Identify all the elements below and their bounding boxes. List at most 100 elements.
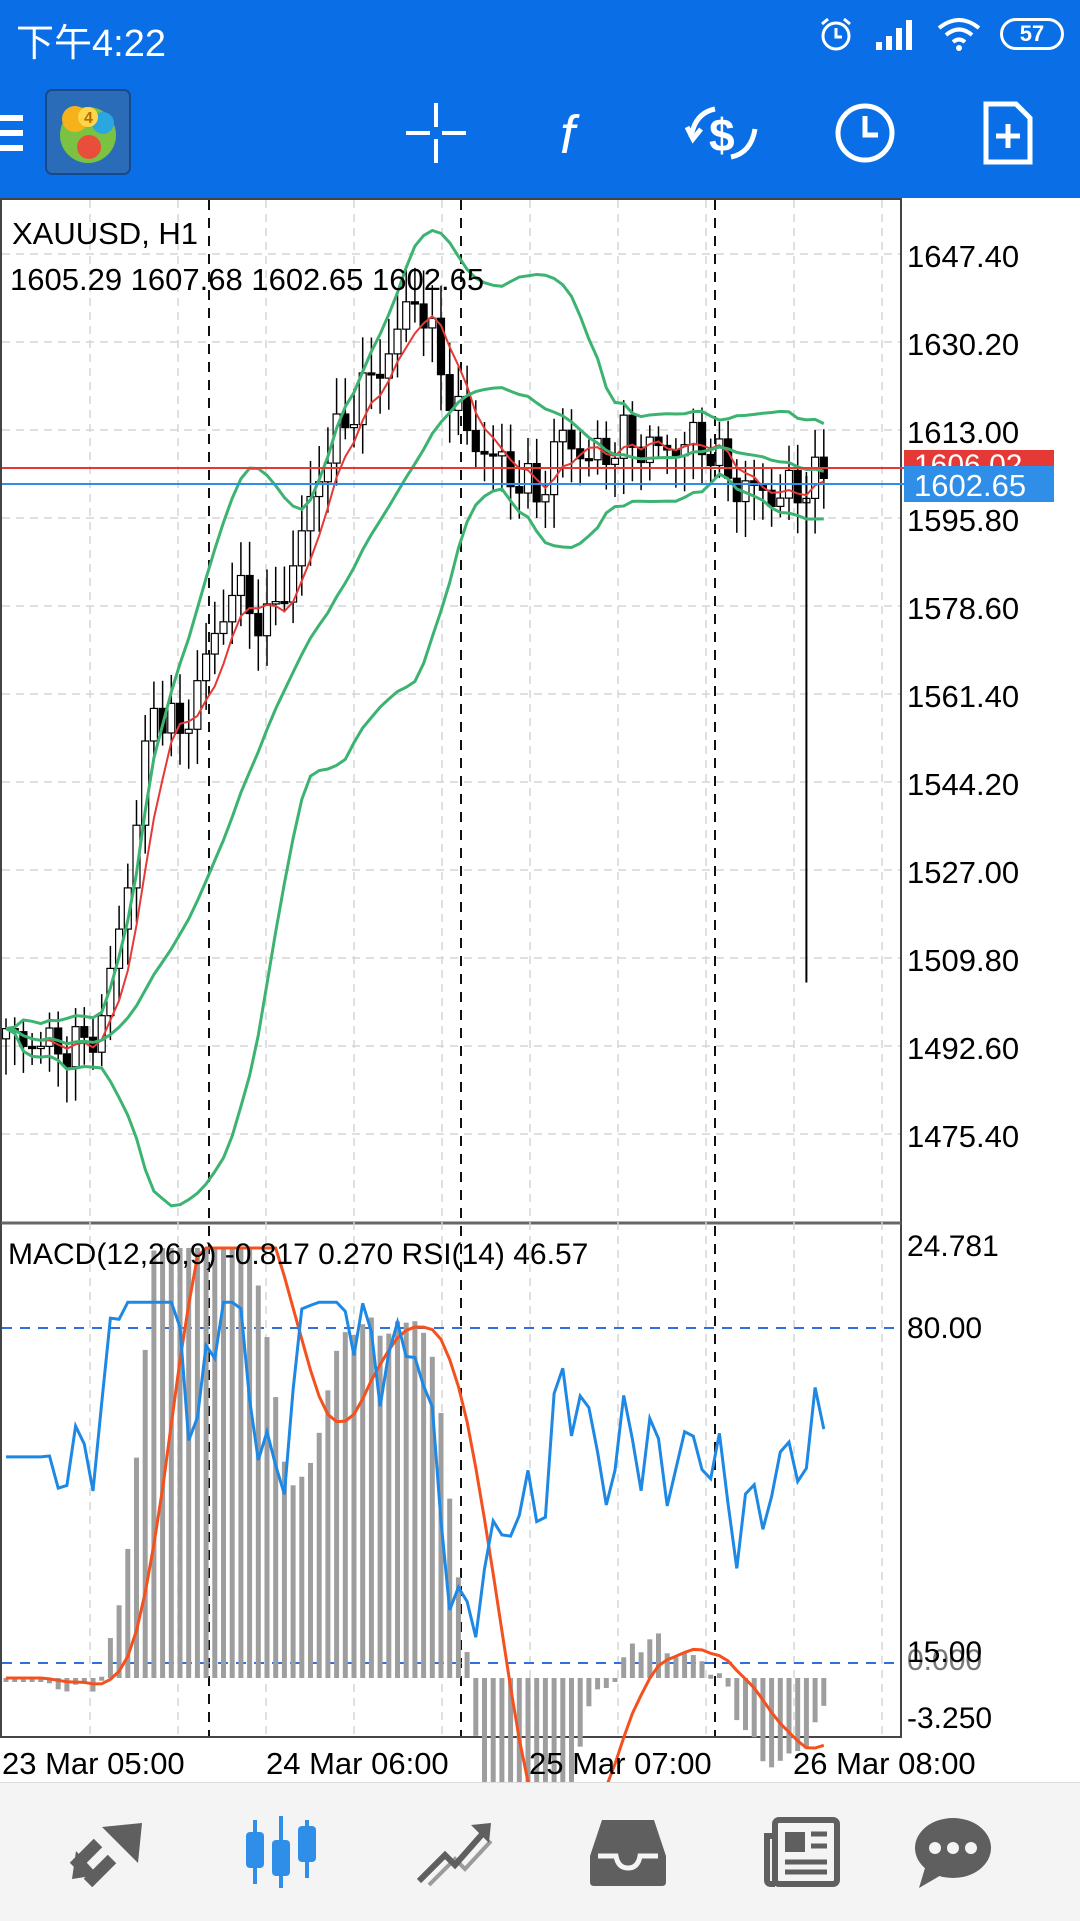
indicators-icon[interactable]: f: [533, 88, 623, 178]
macd-histogram-bar: [160, 1248, 166, 1678]
macd-histogram-bar: [386, 1333, 392, 1678]
menu-icon[interactable]: [0, 88, 38, 178]
macd-histogram-bar: [586, 1678, 592, 1707]
svg-text:4: 4: [84, 110, 93, 127]
new-order-icon[interactable]: [963, 88, 1053, 178]
candle-body: [619, 414, 628, 459]
macd-histogram-bar: [769, 1678, 775, 1768]
macd-histogram-bar: [151, 1250, 157, 1678]
macd-histogram-bar: [247, 1248, 253, 1678]
candle-body: [341, 413, 350, 429]
indicator-tick: -3.250: [907, 1702, 992, 1735]
candle-body: [445, 374, 454, 412]
macd-histogram-bar: [20, 1678, 26, 1682]
macd-histogram-bar: [812, 1678, 818, 1723]
macd-histogram-bar: [656, 1633, 661, 1678]
trade-nav-icon[interactable]: [405, 1807, 505, 1897]
candle-body: [393, 328, 402, 355]
chart-area[interactable]: XAUUSD, H1 1605.29 1607.68 1602.65 1602.…: [0, 198, 1080, 1895]
candle-body: [723, 438, 733, 479]
macd-histogram-bar: [786, 1678, 792, 1754]
crosshair-icon[interactable]: [391, 88, 481, 178]
macd-histogram-bar: [264, 1337, 270, 1678]
macd-histogram-bar: [81, 1678, 87, 1682]
history-icon[interactable]: [578, 1807, 678, 1897]
time-tick: 25 Mar 07:00: [529, 1746, 712, 1781]
macd-histogram-bar: [55, 1678, 61, 1690]
macd-histogram-bar: [360, 1324, 366, 1678]
macd-histogram-bar: [664, 1653, 670, 1678]
candle-body: [689, 421, 698, 446]
timeframe-icon[interactable]: [820, 88, 910, 178]
price-tick: 1578.60: [907, 591, 1019, 626]
bollinger-upper-line: [5, 228, 825, 1031]
candle-body: [228, 594, 237, 623]
candle-body: [506, 451, 515, 488]
candle-body: [480, 450, 489, 455]
candle-body: [19, 1031, 28, 1048]
macd-histogram-bar: [438, 1413, 444, 1678]
indicator-label: MACD(12,26,9) -0.817 0.270 RSI(14) 46.57: [8, 1238, 588, 1271]
macd-histogram-bar: [273, 1397, 279, 1678]
macd-histogram-bar: [560, 1678, 566, 1817]
app-logo-icon[interactable]: 4: [44, 88, 132, 176]
news-icon[interactable]: [752, 1807, 852, 1897]
indicator-tick: 0.000: [907, 1644, 982, 1677]
candle-body: [245, 574, 254, 615]
price-tick: 1492.60: [907, 1031, 1019, 1066]
trade-icon[interactable]: $: [678, 88, 768, 178]
candle-body: [523, 463, 533, 494]
macd-histogram-bar: [395, 1321, 400, 1678]
wifi-icon: [937, 18, 981, 51]
macd-histogram-bar: [647, 1639, 653, 1678]
candle-body: [193, 680, 202, 730]
candle-body: [62, 1053, 72, 1068]
candle-body: [271, 600, 280, 605]
macd-histogram-bar: [629, 1643, 635, 1678]
macd-histogram-bar: [577, 1678, 583, 1747]
macd-histogram-bar: [690, 1655, 696, 1678]
macd-histogram-bar: [125, 1548, 131, 1678]
time-tick: 26 Mar 08:00: [793, 1746, 976, 1781]
macd-histogram-bar: [107, 1638, 113, 1678]
candle-body: [776, 497, 785, 507]
chat-icon[interactable]: [903, 1807, 1003, 1897]
candle-body: [706, 453, 715, 467]
macd-histogram-bar: [281, 1461, 287, 1678]
candle-body: [515, 486, 524, 494]
symbol-label: XAUUSD, H1: [12, 216, 198, 251]
bollinger-middle-line: [5, 386, 825, 1046]
bid-price-label: 1602.65: [914, 468, 1026, 503]
price-tick: 1544.20: [907, 767, 1019, 802]
status-time: 下午4:22: [16, 23, 166, 65]
macd-histogram-bar: [682, 1653, 688, 1678]
macd-histogram-bar: [734, 1678, 740, 1721]
chart-icon[interactable]: [231, 1807, 331, 1897]
candle-body: [28, 1045, 37, 1050]
rsi-line: [6, 1300, 826, 1638]
macd-histogram-bar: [334, 1350, 340, 1678]
macd-histogram-bar: [412, 1321, 418, 1678]
macd-histogram-bar: [229, 1248, 235, 1678]
candle-body: [80, 1026, 89, 1038]
macd-histogram-bar: [290, 1485, 296, 1678]
indicator-axis: 24.781 80.00 0.000 15.00 -3.250: [907, 1230, 999, 1735]
macd-histogram-bar: [638, 1652, 644, 1678]
candle-body: [280, 600, 289, 605]
macd-histogram-bar: [699, 1661, 705, 1678]
candle-body: [471, 429, 480, 453]
macd-histogram-bar: [482, 1678, 487, 1786]
macd-histogram-bar: [194, 1248, 200, 1678]
candle-body: [584, 458, 594, 462]
candle-body: [175, 702, 185, 734]
macd-histogram-bar: [99, 1676, 105, 1681]
macd-histogram-bar: [221, 1248, 226, 1678]
macd-histogram-bar: [595, 1678, 601, 1690]
macd-histogram-bar: [38, 1678, 44, 1682]
price-axis: 1647.40 1630.20 1613.00 1595.80 1578.60 …: [907, 239, 1019, 1154]
price-tick: 1527.00: [907, 855, 1019, 890]
quotes-icon[interactable]: [58, 1807, 158, 1897]
battery-icon: 57: [1000, 18, 1064, 50]
macd-histogram-bar: [12, 1678, 18, 1682]
candle-body: [697, 421, 707, 456]
